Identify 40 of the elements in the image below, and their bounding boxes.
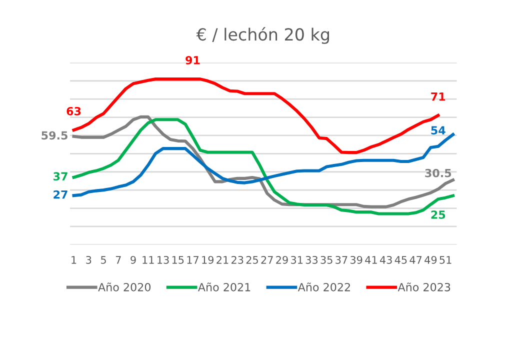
x-tick-label: 19 [202,256,214,264]
x-tick-label: 27 [261,256,273,264]
data-label: 91 [186,56,200,64]
x-tick-label: 13 [158,256,169,264]
legend-label: Año 2020 [98,282,151,292]
data-label: 30.5 [425,168,452,178]
x-tick-label: 43 [380,256,392,264]
x-tick-label: 21 [216,256,228,264]
x-tick-label: 31 [291,256,303,264]
x-tick-label: 9 [130,256,136,264]
data-label: 27 [54,190,68,199]
x-tick-label: 11 [142,256,154,264]
x-tick-label: 49 [424,256,437,264]
chart-title: € / lechón 20 kg [196,27,329,44]
x-tick-label: 15 [172,256,184,264]
x-tick-label: 5 [101,256,106,264]
x-tick-label: 47 [410,256,422,264]
x-tick-label: 23 [232,256,244,264]
x-tick-label: 3 [86,256,92,264]
x-tick-label: 45 [394,256,407,264]
data-label: 71 [431,92,446,101]
legend-label: Año 2022 [298,282,350,292]
x-tick-label: 17 [187,256,198,264]
x-tick-label: 39 [350,256,362,264]
data-label: 59.5 [42,131,68,140]
x-tick-label: 29 [276,256,288,264]
x-tick-label: 25 [246,256,258,264]
x-tick-label: 41 [365,256,377,264]
x-tick-label: 7 [116,256,121,264]
data-label: 25 [431,210,446,219]
x-tick-label: 1 [72,256,76,264]
data-label: 63 [66,106,81,116]
data-label: 37 [54,172,68,181]
x-tick-label: 33 [306,256,318,264]
data-label: 54 [431,126,446,135]
x-tick-label: 37 [336,256,348,264]
x-tick-label: 35 [320,256,332,264]
legend-label: Año 2021 [198,282,250,292]
x-tick-label: 51 [440,256,452,264]
legend-label: Año 2023 [398,282,450,292]
